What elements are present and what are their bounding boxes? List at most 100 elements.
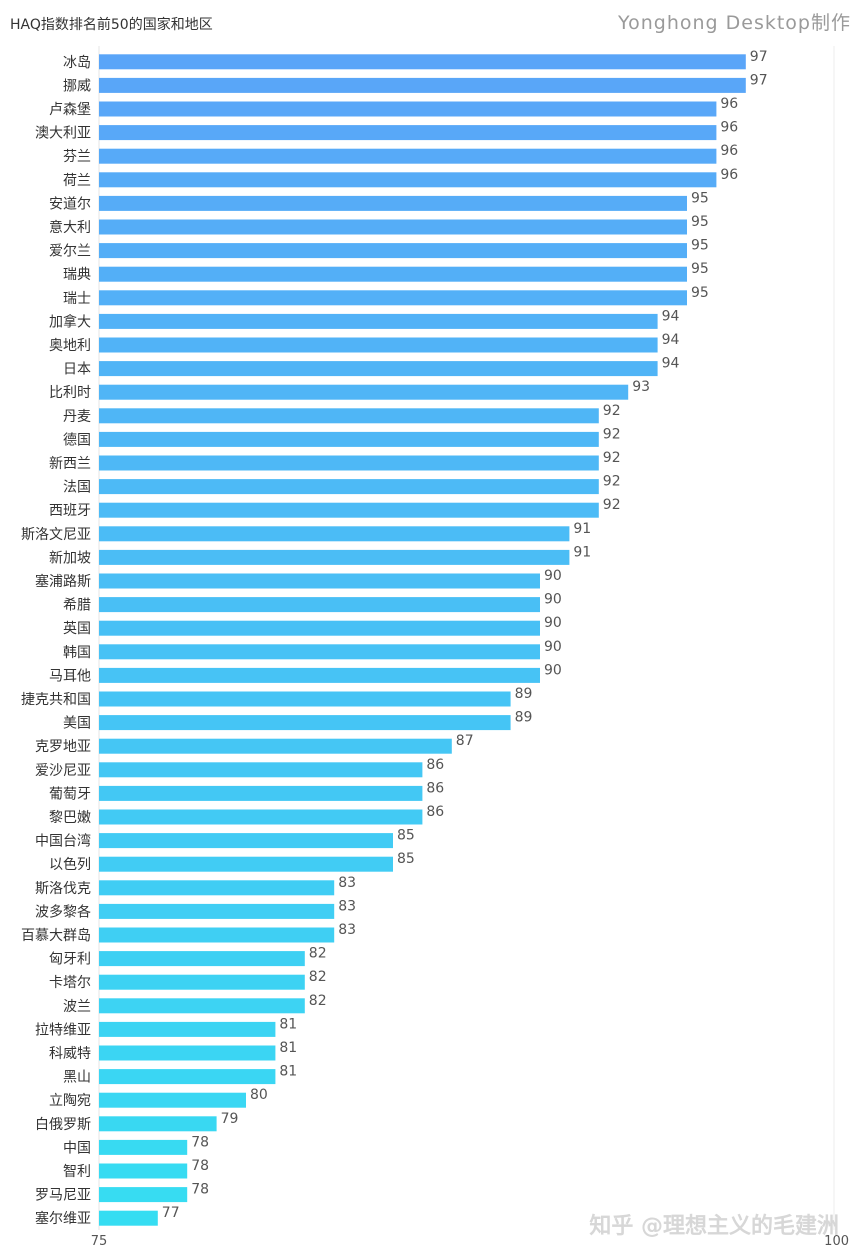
data-label: 82 (309, 993, 327, 1009)
category-label: 法国 (63, 480, 91, 496)
watermark: 知乎 @理想主义的毛建洲 (589, 1214, 839, 1239)
bar (99, 1187, 188, 1203)
data-label: 80 (250, 1087, 268, 1103)
bar (99, 172, 717, 188)
bar (99, 526, 570, 542)
bar (99, 667, 540, 683)
data-label: 95 (691, 285, 709, 301)
bar (99, 337, 658, 353)
category-label: 比利时 (49, 385, 91, 401)
category-label: 拉特维亚 (35, 1022, 91, 1038)
data-label: 90 (544, 662, 562, 678)
bar (99, 691, 511, 707)
category-label: 安道尔 (49, 196, 91, 212)
category-label: 爱沙尼亚 (35, 763, 91, 779)
category-label: 葡萄牙 (49, 786, 91, 802)
data-label: 94 (662, 356, 680, 372)
bar (99, 479, 599, 495)
bar (99, 573, 540, 589)
bar (99, 1092, 246, 1108)
bar (99, 974, 305, 990)
data-label: 94 (662, 332, 680, 348)
bar (99, 549, 570, 565)
data-label: 86 (426, 780, 444, 796)
category-label: 英国 (63, 620, 91, 637)
category-label: 罗马尼亚 (35, 1188, 91, 1204)
category-label: 芬兰 (63, 149, 91, 165)
data-label: 86 (426, 804, 444, 820)
bar (99, 1116, 217, 1132)
data-label: 81 (279, 1064, 297, 1080)
category-label: 澳大利亚 (35, 126, 91, 142)
bar (99, 77, 746, 93)
data-label: 85 (397, 851, 415, 867)
data-label: 95 (691, 238, 709, 254)
category-label: 西班牙 (49, 503, 91, 519)
data-label: 91 (573, 544, 591, 560)
category-label: 马耳他 (49, 668, 91, 684)
category-label: 加拿大 (49, 313, 91, 330)
category-label: 瑞士 (63, 291, 91, 307)
category-label: 以色列 (49, 856, 91, 873)
bar (99, 620, 540, 636)
bar (99, 195, 687, 211)
x-tick-label: 100 (824, 1234, 849, 1249)
bar (99, 951, 305, 967)
data-label: 96 (720, 167, 738, 183)
category-label: 立陶宛 (49, 1093, 91, 1109)
bar (99, 1021, 276, 1037)
bar (99, 715, 511, 731)
bar (99, 361, 658, 377)
category-label: 捷克共和国 (21, 692, 91, 708)
data-label: 77 (162, 1205, 180, 1221)
data-label: 85 (397, 828, 415, 844)
bar (99, 738, 452, 754)
data-label: 83 (338, 875, 356, 891)
data-label: 92 (603, 403, 621, 419)
category-label: 日本 (63, 362, 91, 378)
data-label: 96 (720, 120, 738, 136)
bar (99, 408, 599, 424)
bar (99, 243, 687, 259)
category-label: 斯洛文尼亚 (21, 527, 91, 543)
category-label: 瑞典 (63, 267, 91, 283)
data-label: 92 (603, 474, 621, 490)
bar (99, 856, 393, 872)
data-label: 81 (279, 1016, 297, 1032)
data-label: 83 (338, 898, 356, 914)
bar (99, 290, 687, 306)
category-label: 波多黎各 (35, 903, 91, 920)
category-label: 中国台湾 (35, 833, 91, 850)
data-label: 90 (544, 568, 562, 584)
category-label: 塞浦路斯 (35, 573, 91, 590)
data-label: 86 (426, 757, 444, 773)
data-label: 89 (515, 710, 533, 726)
data-label: 97 (750, 72, 768, 88)
bar (99, 125, 717, 141)
bar (99, 54, 746, 70)
category-label: 百慕大群岛 (21, 928, 91, 944)
bar (99, 833, 393, 849)
data-label: 92 (603, 497, 621, 513)
data-label: 87 (456, 733, 474, 749)
data-label: 78 (191, 1158, 209, 1174)
bar (99, 502, 599, 518)
category-label: 卡塔尔 (49, 975, 91, 991)
bar (99, 1163, 188, 1179)
data-label: 95 (691, 190, 709, 206)
data-label: 95 (691, 214, 709, 230)
bar (99, 1210, 158, 1226)
category-label: 奥地利 (49, 337, 91, 354)
brand-credit: Yonghong Desktop制作 (618, 12, 851, 34)
category-label: 德国 (63, 432, 91, 448)
bar (99, 903, 335, 919)
data-label: 95 (691, 261, 709, 277)
data-label: 92 (603, 450, 621, 466)
category-label: 克罗地亚 (35, 739, 91, 755)
category-label: 智利 (63, 1164, 91, 1180)
bar (99, 219, 687, 235)
category-label: 意大利 (49, 219, 91, 236)
bar (99, 1045, 276, 1061)
bar (99, 880, 335, 896)
